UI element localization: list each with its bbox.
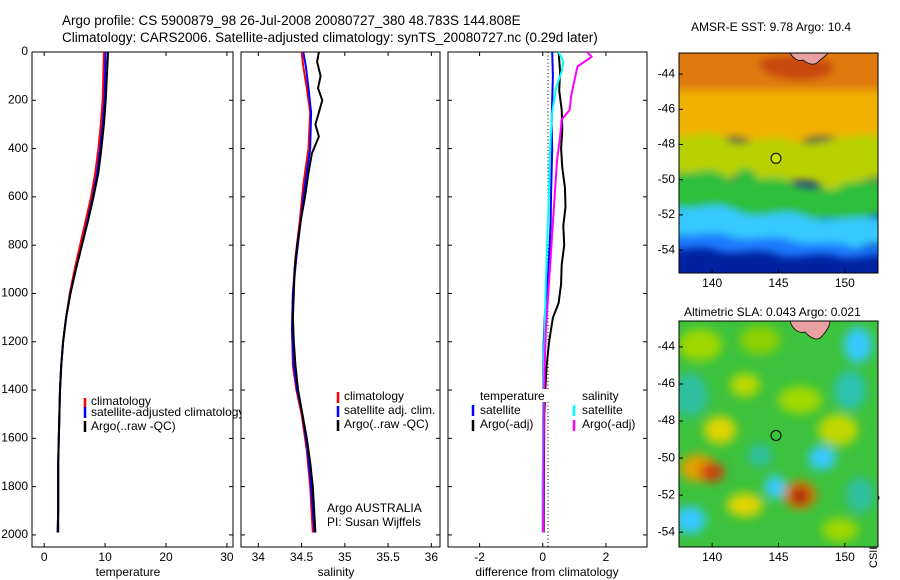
salinity-annotation-argo-australia: Argo AUSTRALIA <box>327 501 422 515</box>
x-tick-label: -2 <box>474 550 485 564</box>
sla-map-title: Altimetric SLA: 0.043 Argo: 0.021 <box>684 305 861 319</box>
y-tick-label: 800 <box>8 237 28 251</box>
salinity-annotation-pi: PI: Susan Wijffels <box>327 515 421 529</box>
sla-field <box>679 326 874 542</box>
legend-label-climatology: climatology <box>344 389 404 403</box>
x-tick-label: 2 <box>603 550 610 564</box>
x-tick-label: 35 <box>338 550 352 564</box>
legend-label-argo: Argo(..raw -QC) <box>344 417 429 431</box>
difference-panel: -2 0 2 difference from climatology tempera… <box>447 51 648 579</box>
y-tick-label: 2000 <box>1 527 28 541</box>
sst-coastline-landmass <box>789 53 829 65</box>
x-tick-label: 30 <box>220 550 234 564</box>
map-y-tick-label: -54 <box>658 242 676 256</box>
map-y-tick-label: -46 <box>658 376 676 390</box>
x-tick-label: 34 <box>252 550 266 564</box>
legend-label-temp-satellite: satellite <box>480 403 521 417</box>
legend-title-bg <box>470 389 552 402</box>
y-tick-label: 600 <box>8 189 28 203</box>
map-x-tick-label: 145 <box>768 550 788 564</box>
y-tick-label: 1400 <box>1 382 28 396</box>
legend-label-climatology: climatology <box>91 394 151 408</box>
x-tick-label: 10 <box>98 550 112 564</box>
map-y-tick-label: -44 <box>658 66 676 80</box>
difference-legend: temperature satellite Argo(-adj) salinit… <box>470 389 635 431</box>
salinity-xlabel: salinity <box>318 565 355 579</box>
y-tick-label: 400 <box>8 141 28 155</box>
series-line-argo-raw-qc <box>57 51 110 533</box>
salinity-axes-frame <box>240 51 441 548</box>
legend-label-argo: Argo(..raw -QC) <box>91 419 176 433</box>
sst-argo-position-marker <box>770 152 782 164</box>
sla-map: 140 145 150 -44 -46 -48 -50 -52 -54 <box>658 320 879 564</box>
salinity-legend: climatology satellite adj. clim. Argo(..… <box>336 389 435 431</box>
map-x-tick-label: 140 <box>702 276 722 290</box>
legend-title-temperature: temperature <box>480 389 545 403</box>
x-tick-label: 0 <box>41 550 48 564</box>
map-y-tick-label: -44 <box>658 339 676 353</box>
x-tick-label: 35.5 <box>376 550 400 564</box>
difference-xlabel: difference from climatology <box>475 565 618 579</box>
sla-coastline-landmass <box>789 321 831 340</box>
map-y-tick-label: -46 <box>658 101 676 115</box>
map-y-tick-label: -48 <box>658 413 676 427</box>
figure-title-line1: Argo profile: CS 5900879_98 26-Jul-2008 … <box>62 13 521 28</box>
sst-map: 140 145 150 -44 -46 -48 -50 -52 -54 <box>658 52 879 290</box>
y-tick-label: 1600 <box>1 431 28 445</box>
legend-label-satellite-adjusted: satellite-adjusted climatology <box>91 405 244 419</box>
figure-title-line2: Climatology: CARS2006. Satellite-adjuste… <box>62 30 598 45</box>
y-tick-label: 200 <box>8 92 28 106</box>
y-tick-label: 0 <box>21 44 28 58</box>
legend-label-sal-argo: Argo(-adj) <box>582 417 635 431</box>
sla-argo-position-marker <box>770 430 782 441</box>
map-y-tick-label: -54 <box>658 524 676 538</box>
map-x-tick-label: 150 <box>835 276 855 290</box>
sst-field <box>679 53 878 258</box>
map-x-tick-label: 145 <box>768 276 788 290</box>
map-y-tick-label: -52 <box>658 487 676 501</box>
x-tick-label: 36 <box>425 550 439 564</box>
sst-map-title: AMSR-E SST: 9.78 Argo: 10.4 <box>691 20 852 34</box>
x-tick-label: 0 <box>539 550 546 564</box>
temperature-legend: climatology satellite-adjusted climatolo… <box>83 394 244 433</box>
map-x-tick-label: 150 <box>835 550 855 564</box>
legend-label-satellite-adj: satellite adj. clim. <box>344 403 435 417</box>
x-tick-label: 20 <box>159 550 173 564</box>
legend-label-sal-satellite: satellite <box>582 403 623 417</box>
map-y-tick-label: -48 <box>658 137 676 151</box>
map-x-tick-label: 140 <box>702 550 722 564</box>
x-tick-label: 34.5 <box>290 550 314 564</box>
temperature-xlabel: temperature <box>96 565 161 579</box>
y-tick-label: 1800 <box>1 479 28 493</box>
map-y-tick-label: -50 <box>658 450 676 464</box>
series-line-argo-raw-qc <box>291 51 324 533</box>
temperature-axes-frame <box>31 51 234 548</box>
salinity-panel: 34 34.5 35 35.5 36 salinity climatology sate… <box>240 51 441 579</box>
y-tick-label: 1200 <box>1 334 28 348</box>
legend-title-salinity: salinity <box>582 389 619 403</box>
map-y-tick-label: -50 <box>658 172 676 186</box>
series-line-temperature-argo-adj <box>542 51 567 533</box>
temperature-panel: 0 10 20 30 0 200 400 600 800 1000 1200 1400 1600 1800… <box>1 44 244 579</box>
legend-label-temp-argo: Argo(-adj) <box>480 417 533 431</box>
y-tick-label: 1000 <box>1 286 28 300</box>
map-y-tick-label: -52 <box>658 207 676 221</box>
